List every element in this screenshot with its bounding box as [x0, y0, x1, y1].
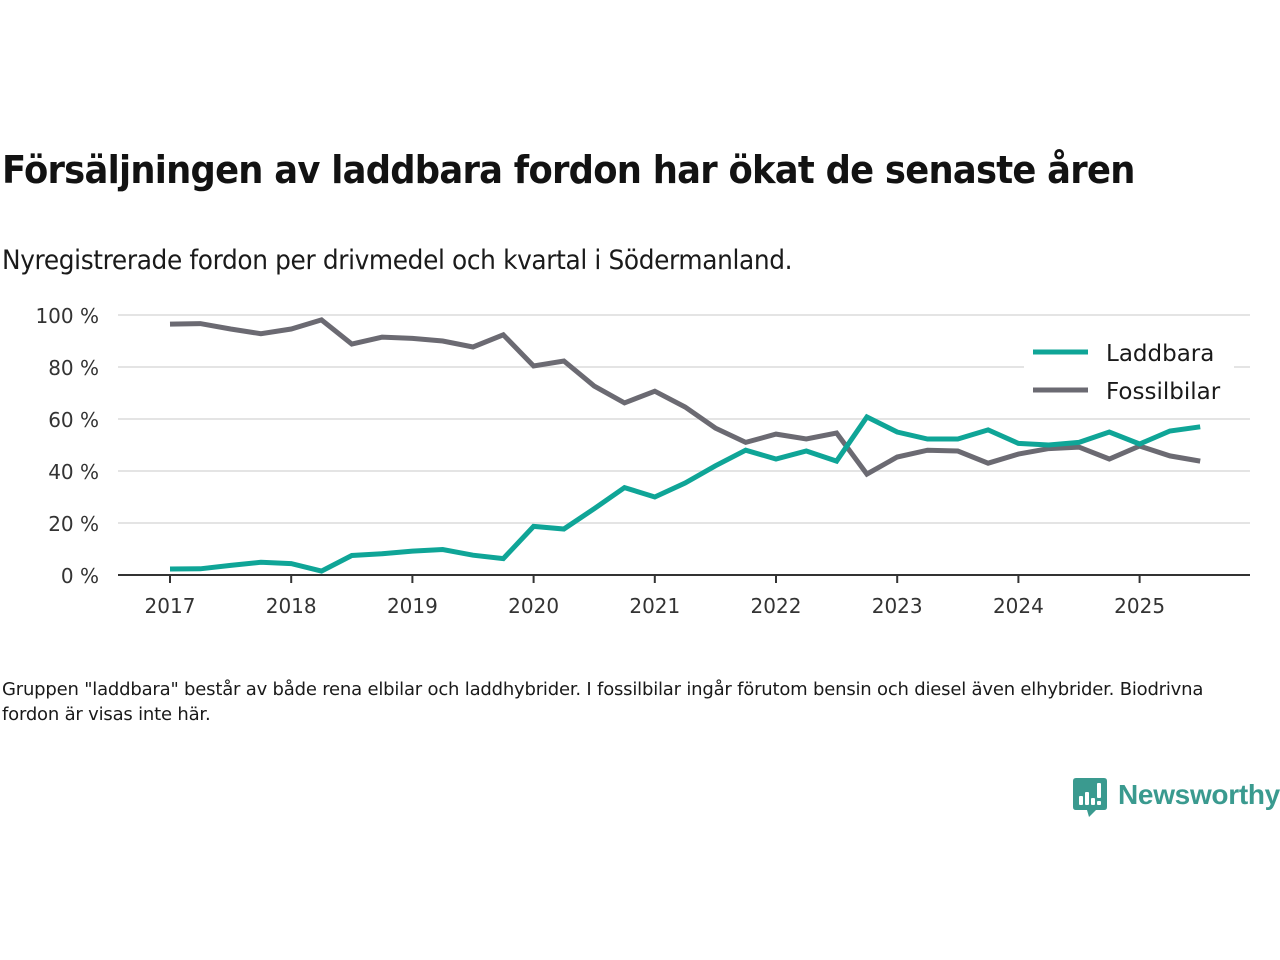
x-tick-label: 2018: [266, 594, 317, 618]
x-tick-label: 2023: [872, 594, 923, 618]
x-tick-label: 2024: [993, 594, 1044, 618]
legend-label-fossilbilar: Fossilbilar: [1106, 379, 1221, 405]
y-tick-label: 0 %: [61, 564, 99, 588]
y-tick-label: 80 %: [48, 356, 99, 380]
chart-title: Försäljningen av laddbara fordon har öka…: [2, 148, 1135, 192]
x-tick-label: 2025: [1114, 594, 1165, 618]
x-tick-label: 2019: [387, 594, 438, 618]
x-axis-ticks: 2017 2018 2019 2020 2021 2022 2023 2024 2025: [145, 575, 1165, 618]
x-tick-label: 2020: [508, 594, 559, 618]
line-chart: 0 % 20 % 40 % 60 % 80 % 100 % 2017 2018 2019 202…: [35, 304, 1250, 618]
series-lines: [169, 317, 1201, 574]
newsworthy-logo[interactable]: Newsworthy: [1072, 776, 1280, 818]
chart-subtitle: Nyregistrerade fordon per drivmedel och …: [2, 245, 793, 276]
legend-label-laddbara: Laddbara: [1106, 341, 1214, 367]
y-tick-label: 60 %: [48, 408, 99, 432]
y-tick-label: 100 %: [35, 304, 99, 328]
series-line-laddbara: [169, 413, 1201, 574]
x-tick-label: 2021: [629, 594, 680, 618]
x-tick-label: 2017: [145, 594, 196, 618]
y-tick-label: 40 %: [48, 460, 99, 484]
logo-text: Newsworthy: [1118, 779, 1280, 810]
newsworthy-logo-icon: [1073, 778, 1107, 817]
legend: Laddbara Fossilbilar: [1024, 334, 1234, 406]
series-line-fossilbilar: [169, 317, 1201, 478]
footnote: Gruppen "laddbara" består av både rena e…: [2, 679, 1204, 725]
x-tick-label: 2022: [751, 594, 802, 618]
y-axis-tick-labels: 0 % 20 % 40 % 60 % 80 % 100 %: [35, 304, 99, 588]
legend-background: [1024, 334, 1234, 406]
y-tick-label: 20 %: [48, 512, 99, 536]
